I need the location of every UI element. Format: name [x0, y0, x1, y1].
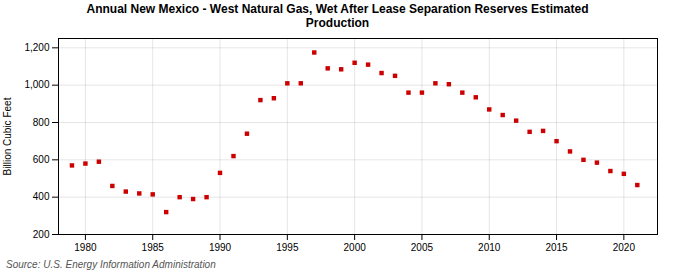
- svg-text:2015: 2015: [545, 242, 568, 253]
- svg-text:1985: 1985: [142, 242, 165, 253]
- svg-text:2010: 2010: [478, 242, 501, 253]
- svg-text:600: 600: [33, 154, 50, 165]
- svg-text:1995: 1995: [276, 242, 299, 253]
- svg-text:400: 400: [33, 191, 50, 202]
- svg-text:Billion Cubic Feet: Billion Cubic Feet: [2, 97, 13, 175]
- svg-text:1,000: 1,000: [24, 79, 49, 90]
- svg-text:1980: 1980: [74, 242, 97, 253]
- svg-text:1990: 1990: [209, 242, 232, 253]
- svg-text:800: 800: [33, 117, 50, 128]
- html-text:Source: U.S. Energy Informatio: Source: U.S. Energy Information Administ…: [6, 259, 216, 270]
- svg-text:2005: 2005: [411, 242, 434, 253]
- svg-text:2000: 2000: [344, 242, 367, 253]
- svg-text:2020: 2020: [613, 242, 636, 253]
- svg-text:1,200: 1,200: [24, 42, 49, 53]
- html-text:Annual New Mexico - West Natur: Annual New Mexico - West Natural Gas, We…: [86, 2, 589, 30]
- svg-text:200: 200: [33, 229, 50, 240]
